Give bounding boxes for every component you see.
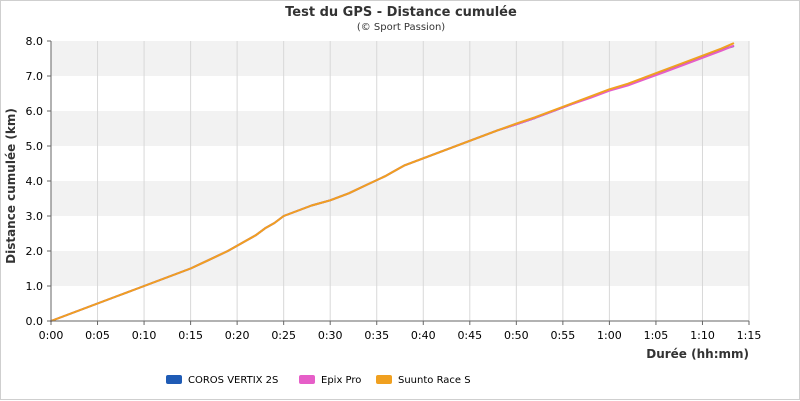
y-tick-label: 3.0 <box>26 210 44 223</box>
x-tick-label: 0:10 <box>132 329 157 342</box>
x-grid <box>97 41 750 321</box>
x-axis-label: Durée (hh:mm) <box>646 347 749 361</box>
series-layer <box>50 42 735 322</box>
y-tick-label: 0.0 <box>26 315 44 328</box>
x-tick-label: 0:00 <box>39 329 64 342</box>
x-tick-label: 0:35 <box>364 329 389 342</box>
legend: COROS VERTIX 2S Epix Pro Suunto Race S <box>166 375 471 386</box>
plot-band <box>51 251 749 286</box>
plot-band <box>51 286 749 321</box>
y-tick-label: 1.0 <box>26 280 44 293</box>
x-tick-label: 0:45 <box>457 329 482 342</box>
plot-band <box>51 76 749 111</box>
legend-label: COROS VERTIX 2S <box>188 375 278 386</box>
y-tick-label: 5.0 <box>26 140 44 153</box>
legend-label: Suunto Race S <box>398 375 471 386</box>
x-tick-label: 0:15 <box>178 329 203 342</box>
y-tick-label: 6.0 <box>26 105 44 118</box>
y-tick-label: 8.0 <box>26 35 44 48</box>
x-tick-labels: 0:00 0:05 0:10 0:15 0:20 0:25 0:30 0:35 0:40 0:45… <box>39 321 762 342</box>
x-tick-label: 1:15 <box>737 329 762 342</box>
x-tick-label: 0:40 <box>411 329 436 342</box>
x-tick-label: 1:05 <box>644 329 669 342</box>
legend-swatch <box>299 375 315 384</box>
x-tick-label: 0:05 <box>85 329 110 342</box>
plot-band <box>51 181 749 216</box>
plot-band <box>51 41 749 76</box>
y-tick-label: 4.0 <box>26 175 44 188</box>
y-tick-label: 2.0 <box>26 245 44 258</box>
legend-label: Epix Pro <box>321 375 361 386</box>
series-line-2 <box>50 42 735 322</box>
x-tick-label: 0:50 <box>504 329 529 342</box>
y-tick-label: 7.0 <box>26 70 44 83</box>
legend-swatch <box>376 375 392 384</box>
x-tick-label: 0:55 <box>551 329 576 342</box>
plot-band <box>51 216 749 251</box>
y-tick-labels: 0.0 1.0 2.0 3.0 4.0 5.0 6.0 7.0 8.0 <box>26 35 51 328</box>
x-tick-label: 1:00 <box>597 329 622 342</box>
y-axis-label: Distance cumulée (km) <box>4 108 18 264</box>
chart-title: Test du GPS - Distance cumulée <box>285 5 517 20</box>
legend-swatch <box>166 375 182 384</box>
x-tick-label: 0:30 <box>318 329 343 342</box>
x-tick-label: 1:10 <box>690 329 715 342</box>
x-tick-label: 0:25 <box>271 329 296 342</box>
plot-band <box>51 111 749 146</box>
plot-bands <box>51 41 749 321</box>
chart-subtitle: (© Sport Passion) <box>357 22 445 33</box>
plot-band <box>51 146 749 181</box>
x-tick-label: 0:20 <box>225 329 250 342</box>
